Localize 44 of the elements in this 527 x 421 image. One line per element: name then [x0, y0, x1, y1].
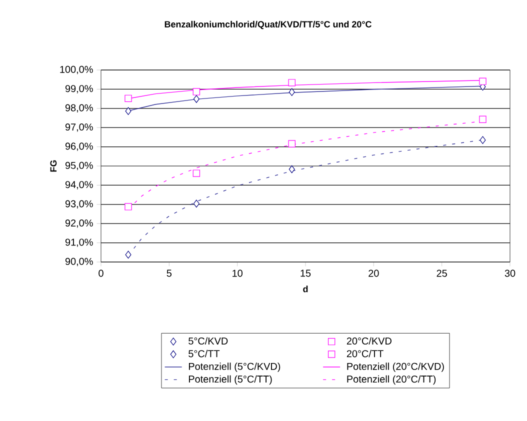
point: [124, 94, 132, 102]
legend-label: 5°C/KVD: [188, 337, 228, 345]
y-tick-label: 95,0%: [65, 162, 93, 170]
y-tick-label: 97,0%: [65, 123, 93, 132]
y-tick-label: 96,0%: [65, 142, 93, 151]
x-tick-label: 30: [504, 270, 516, 277]
point: [479, 116, 486, 123]
x-tick-label: 25: [436, 270, 447, 277]
y-tick-label: 93,0%: [65, 200, 93, 209]
legend-label: Potenziell (5°C/KVD): [188, 362, 280, 372]
legend-label: Potenziell (5°C/TT): [188, 375, 272, 385]
y-tick-label: 92,0%: [65, 219, 93, 228]
legend-label: 20°C/KVD: [346, 337, 392, 345]
y-axis-title: FG: [50, 160, 57, 172]
x-tick-label: 10: [232, 270, 242, 277]
y-tick-label: 94,0%: [65, 181, 93, 190]
chart-title: Benzalkoniumchlorid/Quat/KVD/TT/5°C und 20°C: [164, 20, 372, 30]
y-tick-label: 98,0%: [65, 104, 93, 113]
point: [479, 78, 486, 85]
legend-label: Potenziell (20°C/TT): [347, 375, 436, 385]
x-tick-label: 0: [98, 270, 104, 277]
point: [288, 140, 296, 148]
x-tick-label: 20: [368, 270, 379, 277]
legend-label: 20°C/TT: [346, 350, 384, 358]
point: [193, 200, 200, 208]
x-tick-label: 5: [166, 270, 172, 277]
x-tick-label: 15: [300, 270, 311, 277]
point: [288, 165, 295, 174]
point: [192, 170, 200, 177]
legend-label: 5°C/TT: [188, 350, 220, 358]
y-tick-label: 91,0%: [65, 238, 93, 247]
point: [124, 203, 132, 210]
x-axis-title: d: [303, 286, 308, 292]
point: [192, 88, 200, 96]
y-tick-label: 99,0%: [65, 85, 93, 94]
y-tick-label: 100,0%: [60, 66, 93, 74]
point: [193, 95, 200, 103]
point: [480, 136, 486, 144]
point: [125, 107, 132, 115]
legend-label: Potenziell (20°C/KVD): [347, 362, 444, 372]
point: [288, 88, 295, 96]
point: [288, 79, 296, 86]
point: [125, 250, 132, 259]
y-tick-label: 90,0%: [65, 258, 93, 266]
